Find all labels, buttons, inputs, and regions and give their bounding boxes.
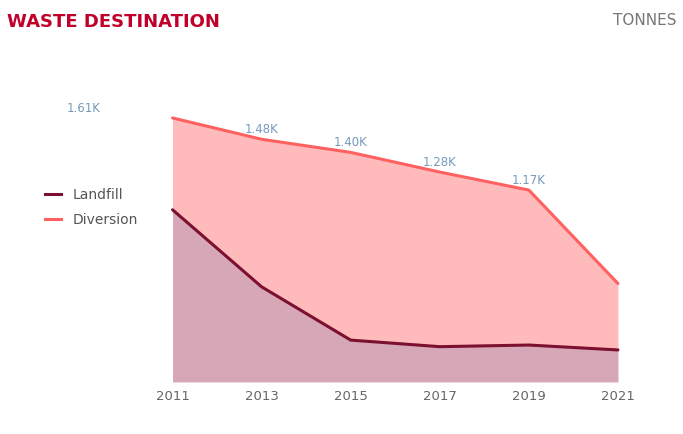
Legend: Landfill, Diversion: Landfill, Diversion	[44, 188, 138, 227]
Text: TONNES: TONNES	[613, 13, 676, 28]
Text: 1.40K: 1.40K	[334, 136, 367, 149]
Text: 1.28K: 1.28K	[423, 156, 457, 169]
Text: 1.48K: 1.48K	[245, 123, 279, 136]
Text: 1.61K: 1.61K	[66, 102, 100, 115]
Text: WASTE DESTINATION: WASTE DESTINATION	[7, 13, 220, 31]
Text: 1.17K: 1.17K	[512, 174, 546, 187]
